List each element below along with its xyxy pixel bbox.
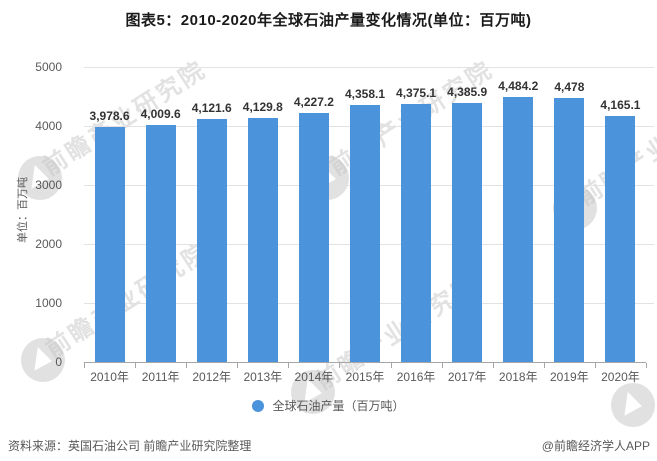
- x-axis-tick: [543, 363, 545, 368]
- y-tick-label: 1000: [35, 296, 62, 310]
- gridline: [84, 67, 654, 68]
- legend-label: 全球石油产量（百万吨）: [272, 399, 405, 413]
- bar-value-label: 3,978.6: [89, 109, 130, 124]
- x-axis-tick: [135, 363, 137, 368]
- x-axis-tick: [84, 363, 85, 368]
- x-tick-label: 2020年: [601, 370, 640, 384]
- y-axis-unit-label: 单位：百万吨: [17, 177, 29, 243]
- x-tick-label: 2015年: [345, 370, 385, 384]
- x-tick-label: 2010年: [90, 370, 129, 384]
- x-axis-tick: [390, 363, 392, 368]
- bar-value-label: 4,358.1: [344, 86, 386, 101]
- x-tick-label: 2011年: [141, 370, 180, 384]
- y-tick-label: 5000: [35, 60, 62, 74]
- y-tick-label: 4000: [35, 119, 62, 133]
- x-tick-label: 2018年: [498, 370, 538, 384]
- bar-value-label: 4,009.6: [140, 107, 181, 122]
- legend-marker-icon: [252, 399, 265, 412]
- x-tick-label: 2012年: [192, 370, 232, 384]
- bar-value-label: 4,484.2: [498, 79, 539, 94]
- y-axis: 0 1000 2000 3000 4000 5000: [0, 60, 78, 369]
- bar-value-label: 4,478: [554, 79, 585, 94]
- bar-2019年: [554, 97, 585, 362]
- bar-2017年: [452, 103, 483, 362]
- bar-value-label: 4,165.1: [600, 98, 641, 113]
- x-axis-tick: [646, 363, 647, 368]
- bar-2011年: [145, 125, 176, 362]
- x-tick-label: 2016年: [396, 370, 436, 384]
- chart-title: 图表5：2010-2020年全球石油产量变化情况(单位：百万吨): [125, 12, 532, 29]
- legend: 全球石油产量（百万吨）: [0, 397, 657, 414]
- x-tick-label: 2014年: [294, 370, 334, 384]
- x-axis-tick: [288, 363, 290, 368]
- bar-2015年: [350, 104, 380, 362]
- x-tick-label: 2017年: [447, 370, 487, 384]
- bar-2014年: [298, 112, 329, 362]
- plot-area: 3,978.6 4,009.6 4,121.6 4,129.8 4,227.2 4,358…: [84, 67, 654, 368]
- y-tick-label: 0: [55, 355, 62, 369]
- bar-2020年: [605, 116, 636, 362]
- bar-value-label: 4,121.6: [191, 100, 232, 115]
- bar-2013年: [247, 118, 278, 362]
- source-note: 资料来源：英国石油公司 前瞻产业研究院整理: [8, 439, 252, 453]
- x-axis-tick: [339, 363, 341, 368]
- y-tick-label: 3000: [35, 178, 62, 192]
- x-axis-tick: [441, 363, 443, 368]
- credit-note: @前瞻经济学人APP: [541, 439, 650, 453]
- x-axis: 2010年 2011年 2012年 2013年 2014年 2015年 2016年 2017年…: [84, 368, 646, 384]
- bar-2012年: [196, 118, 227, 362]
- x-tick-label: 2013年: [243, 370, 283, 384]
- y-tick-label: 2000: [35, 237, 62, 251]
- bar-value-label: 4,227.2: [293, 94, 334, 109]
- bar-2016年: [401, 103, 432, 362]
- x-axis-tick: [186, 363, 188, 368]
- bar-value-label: 4,385.9: [447, 85, 488, 100]
- bar-2010年: [94, 127, 125, 362]
- x-axis-tick: [492, 363, 494, 368]
- bar-value-label: 4,129.8: [242, 100, 283, 115]
- x-tick-label: 2019年: [550, 370, 589, 384]
- bar-2018年: [503, 97, 534, 362]
- x-axis-tick: [237, 363, 239, 368]
- x-axis-tick: [594, 363, 596, 368]
- bar-value-label: 4,375.1: [396, 85, 437, 100]
